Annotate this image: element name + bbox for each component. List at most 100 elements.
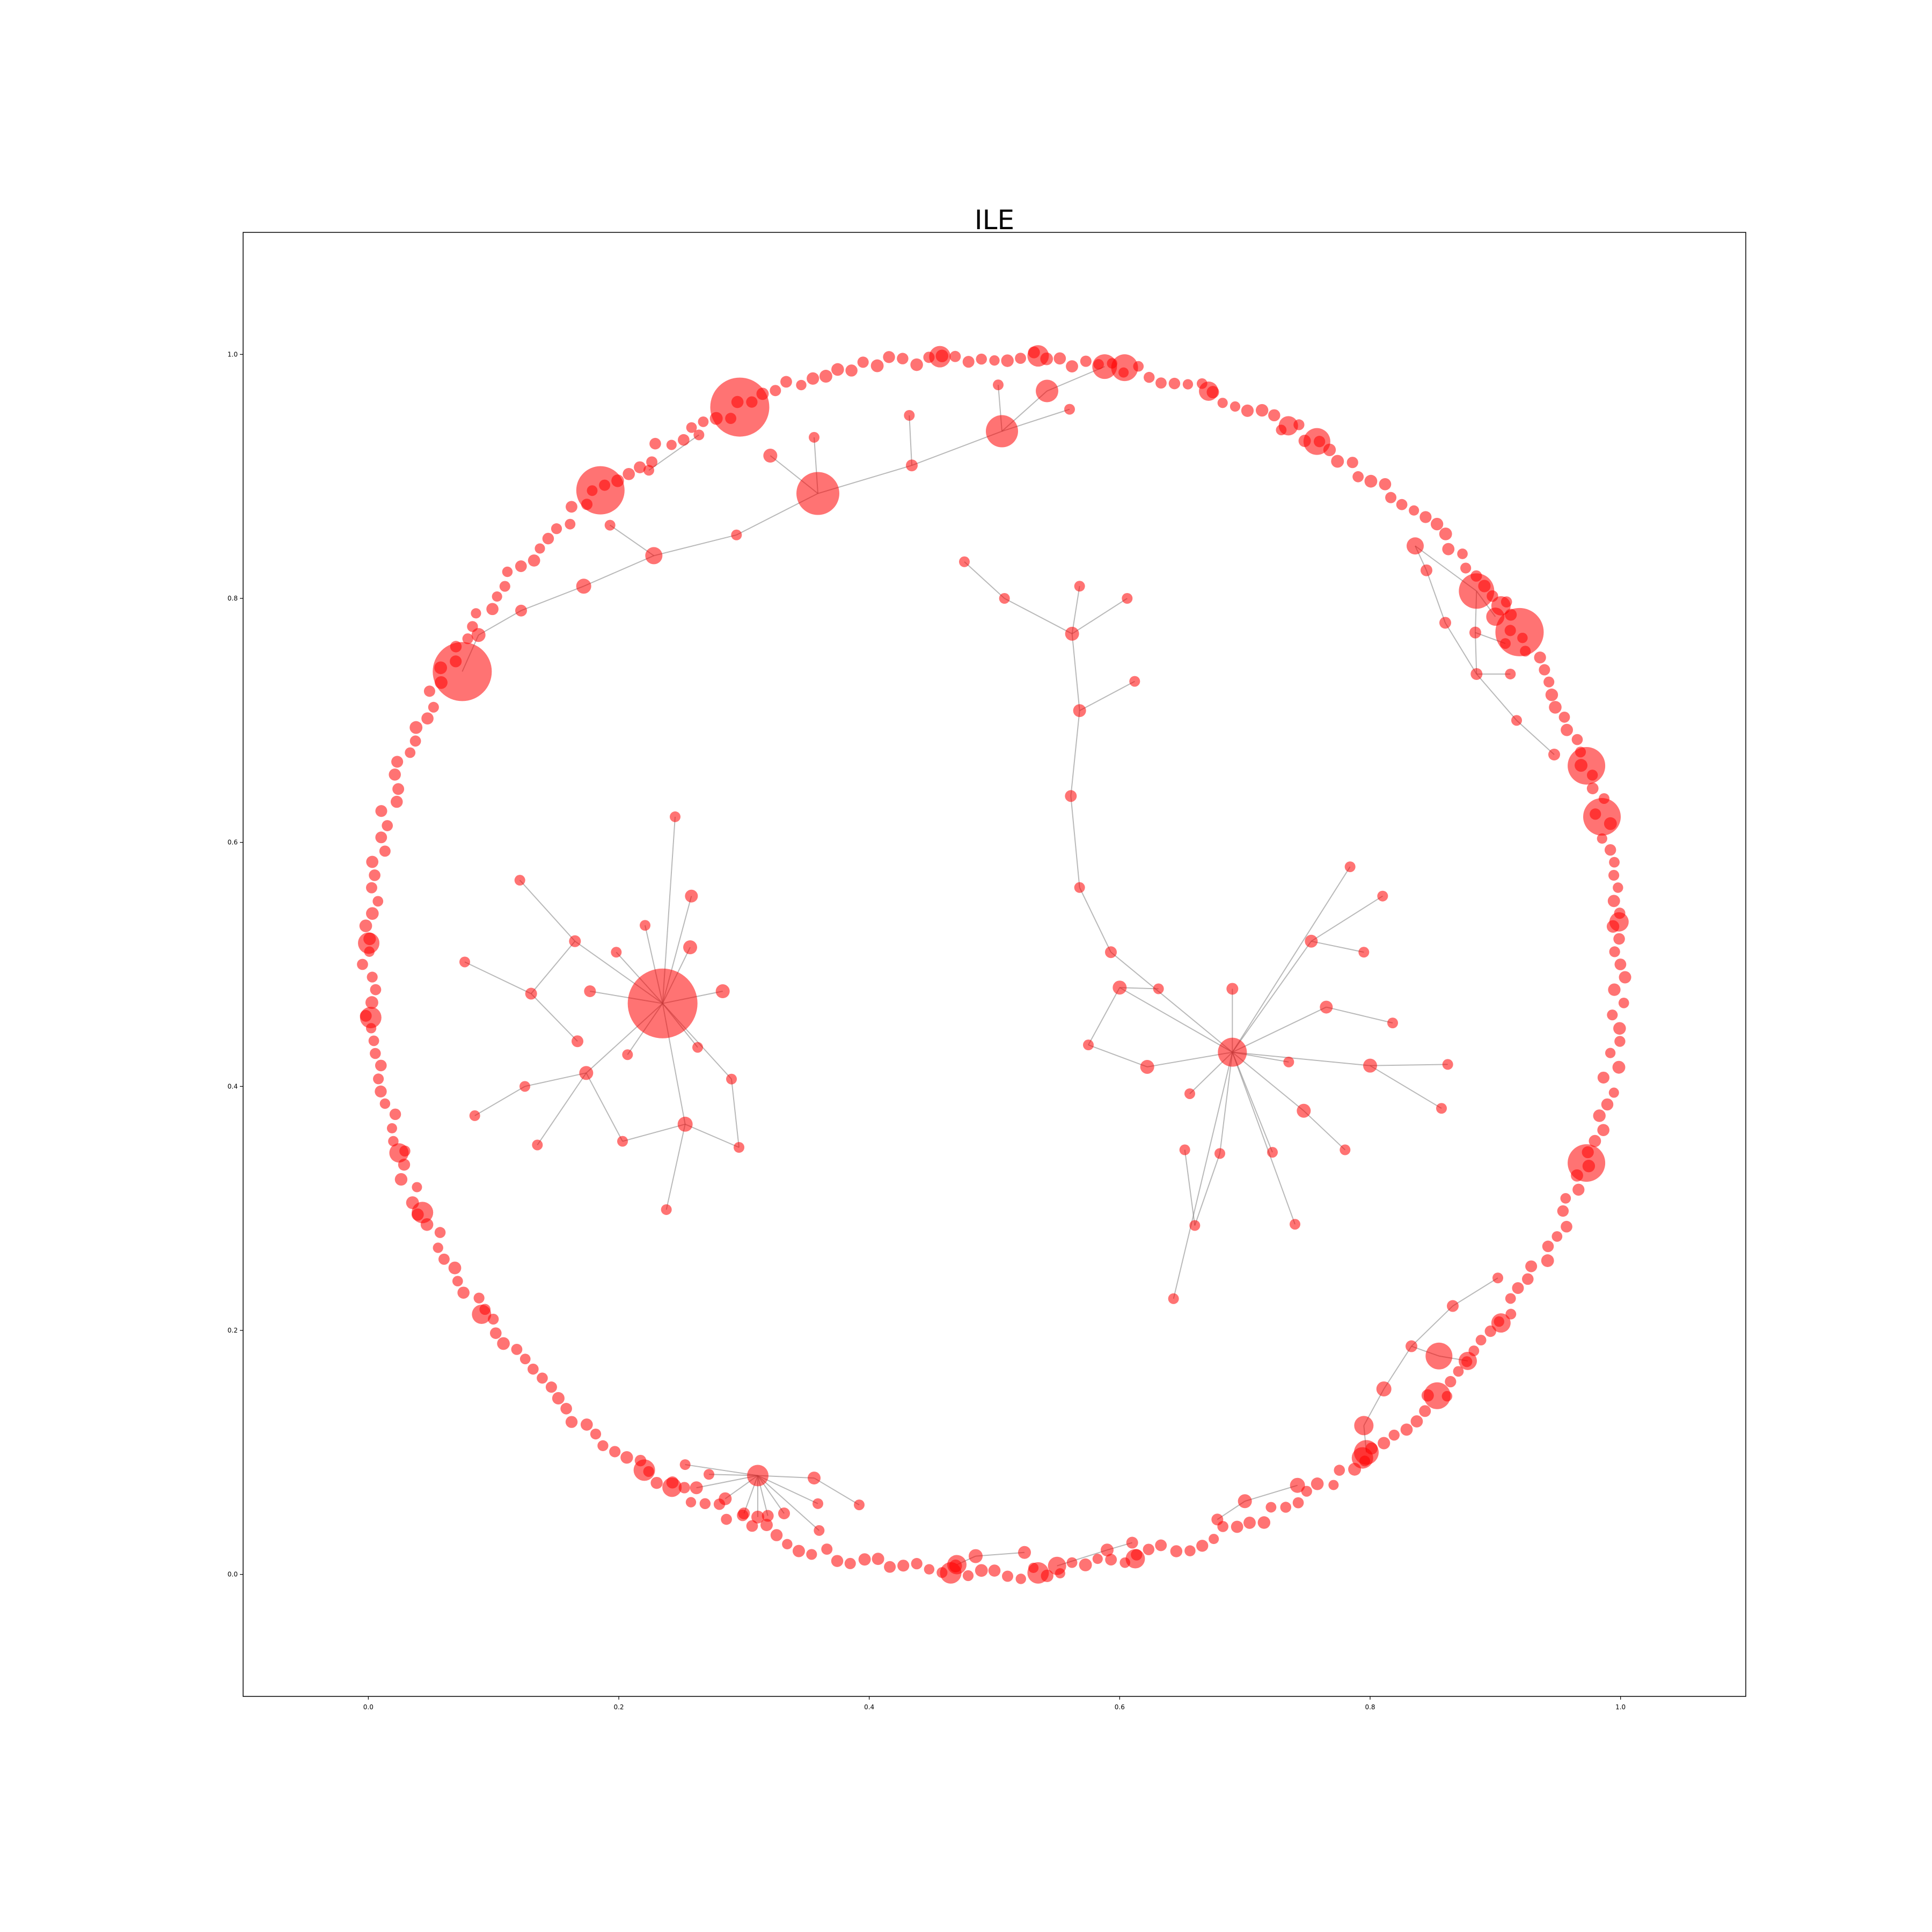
graph-edge bbox=[530, 993, 578, 1042]
graph-node bbox=[1018, 1546, 1031, 1559]
graph-node bbox=[1568, 1144, 1606, 1182]
graph-node bbox=[1548, 748, 1560, 760]
graph-node bbox=[683, 940, 697, 955]
graph-edge bbox=[1072, 598, 1128, 634]
graph-node bbox=[1486, 608, 1505, 626]
graph-node bbox=[1331, 455, 1344, 468]
graph-node bbox=[1557, 1205, 1569, 1217]
graph-node bbox=[389, 769, 401, 781]
graph-edge bbox=[1184, 1150, 1196, 1226]
graph-edge bbox=[524, 1072, 587, 1087]
graph-node bbox=[731, 529, 742, 540]
graph-node bbox=[1561, 723, 1573, 736]
graph-node bbox=[1604, 844, 1616, 856]
graph-node bbox=[884, 1561, 896, 1573]
graph-node bbox=[1363, 1058, 1377, 1073]
graph-node bbox=[1073, 704, 1086, 718]
graph-edge bbox=[1079, 887, 1111, 953]
graph-node bbox=[502, 566, 513, 577]
graph-node bbox=[1074, 882, 1085, 893]
graph-node bbox=[1607, 895, 1620, 908]
graph-node bbox=[778, 1507, 790, 1519]
graph-node bbox=[1608, 869, 1620, 881]
graph-node bbox=[590, 1428, 602, 1440]
graph-edge bbox=[1311, 940, 1364, 953]
graph-node bbox=[357, 958, 368, 970]
graph-node bbox=[1560, 1193, 1571, 1204]
graph-node bbox=[566, 501, 577, 513]
graph-node bbox=[1209, 1534, 1219, 1545]
graph-node bbox=[809, 431, 819, 443]
graph-node bbox=[515, 604, 527, 617]
graph-node bbox=[552, 1392, 565, 1405]
graph-node bbox=[1400, 1423, 1413, 1436]
graph-node bbox=[796, 379, 807, 391]
graph-node bbox=[813, 1498, 823, 1509]
graph-node bbox=[389, 1143, 409, 1163]
graph-node bbox=[528, 1363, 539, 1375]
graph-node bbox=[471, 608, 481, 619]
graph-node bbox=[1226, 983, 1239, 995]
graph-node bbox=[1522, 1273, 1534, 1285]
graph-node bbox=[1439, 617, 1451, 629]
graph-node bbox=[368, 1035, 379, 1046]
graph-node bbox=[576, 466, 625, 515]
graph-node bbox=[1541, 1254, 1554, 1267]
graph-node bbox=[1613, 882, 1623, 893]
graph-edge bbox=[1232, 866, 1351, 1053]
graph-node bbox=[1457, 548, 1468, 559]
graph-node bbox=[390, 795, 403, 808]
graph-node bbox=[1396, 499, 1408, 510]
graph-node bbox=[1218, 1037, 1247, 1067]
graph-node bbox=[584, 985, 596, 998]
graph-node bbox=[1505, 668, 1516, 679]
graph-edge bbox=[1088, 987, 1121, 1045]
x-tick-label: 0.8 bbox=[1365, 1703, 1375, 1711]
graph-node bbox=[1421, 564, 1432, 576]
graph-node bbox=[499, 581, 510, 592]
graph-node bbox=[1125, 1549, 1145, 1569]
graph-node bbox=[821, 1543, 833, 1555]
graph-node bbox=[370, 1048, 381, 1059]
graph-node bbox=[1214, 1148, 1225, 1159]
graph-node bbox=[780, 376, 792, 388]
graph-node bbox=[375, 1059, 387, 1072]
graph-node bbox=[1410, 1415, 1423, 1428]
graph-node bbox=[1311, 1477, 1324, 1490]
graph-node bbox=[897, 1560, 910, 1572]
graph-node bbox=[620, 1451, 633, 1464]
graph-edge bbox=[583, 555, 654, 587]
graph-node bbox=[1545, 689, 1558, 701]
graph-edge bbox=[909, 415, 912, 466]
graph-node bbox=[1179, 1144, 1190, 1155]
graph-node bbox=[1340, 1144, 1351, 1155]
graph-node bbox=[1597, 1124, 1609, 1136]
graph-edge bbox=[1232, 1052, 1296, 1225]
graph-node bbox=[1436, 1103, 1447, 1114]
graph-node bbox=[738, 1507, 750, 1519]
graph-node bbox=[1423, 1382, 1451, 1409]
graph-edge bbox=[1303, 1110, 1346, 1151]
graph-edge bbox=[731, 1079, 740, 1148]
graph-node bbox=[370, 984, 382, 996]
graph-node bbox=[1609, 912, 1629, 932]
graph-node bbox=[760, 1519, 773, 1532]
graph-edge bbox=[519, 880, 576, 942]
graph-node bbox=[1614, 1036, 1626, 1047]
graph-node bbox=[438, 1253, 450, 1265]
y-tick-label: 0.4 bbox=[228, 1082, 238, 1090]
nodes-layer bbox=[357, 345, 1631, 1584]
graph-node bbox=[1155, 377, 1167, 389]
graph-node bbox=[858, 1553, 871, 1566]
graph-node bbox=[959, 556, 970, 567]
graph-node bbox=[1445, 1375, 1457, 1388]
graph-node bbox=[386, 1123, 397, 1133]
x-tick-label: 1.0 bbox=[1615, 1703, 1626, 1711]
graph-node bbox=[1379, 478, 1392, 491]
graph-edge bbox=[622, 1123, 685, 1142]
graph-node bbox=[617, 1136, 628, 1147]
graph-node bbox=[622, 1049, 633, 1060]
graph-node bbox=[634, 461, 646, 473]
graph-edge bbox=[1088, 1044, 1148, 1067]
